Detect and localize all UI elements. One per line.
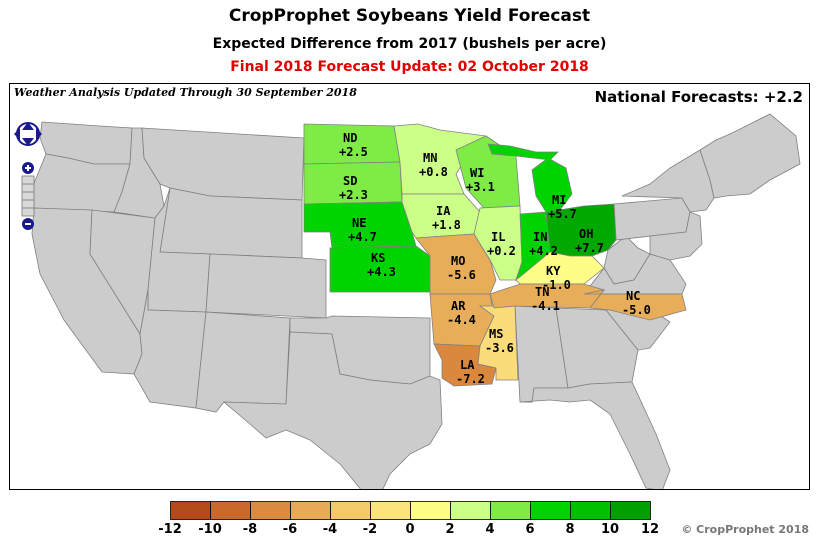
state-mi [531, 157, 573, 213]
state-value-ar: -4.4 [447, 313, 476, 327]
state-label-la: LA [460, 358, 475, 372]
legend-tick-label: 0 [405, 522, 415, 537]
state-mt [141, 127, 305, 201]
state-value-il: +0.2 [487, 244, 516, 258]
state-mid-atlantic [649, 211, 703, 261]
state-value-mn: +0.8 [419, 165, 448, 179]
state-label-nd: ND [343, 131, 357, 145]
map-panel[interactable]: ND +2.5 SD +2.3 NE +4.7 KS +4.3 MN +0.8 IA +1.8 MO -5… [9, 83, 810, 490]
state-value-nc: -5.0 [622, 303, 651, 317]
update-note: Final 2018 Forecast Update: 02 October 2… [230, 59, 589, 75]
state-label-nc: NC [626, 289, 640, 303]
state-ms [477, 305, 519, 381]
state-label-il: IL [491, 230, 505, 244]
state-label-ia: IA [436, 204, 451, 218]
zoom-slider[interactable] [21, 175, 35, 217]
state-mi-up [487, 143, 559, 161]
zoom-in-icon[interactable] [22, 162, 34, 174]
state-label-in: IN [533, 230, 547, 244]
legend-tick-label: -10 [198, 522, 222, 537]
state-label-oh: OH [579, 227, 593, 241]
legend-tick-label: 8 [565, 522, 575, 537]
state-value-oh: +7.7 [575, 241, 604, 255]
us-map[interactable]: ND+2.5SD+2.3NE+4.7KS+4.3MN+0.8IA+1.8MO-5… [10, 84, 810, 490]
legend-tick-label: -8 [242, 522, 258, 537]
page-title: CropProphet Soybeans Yield Forecast [228, 6, 591, 26]
page-subtitle: Expected Difference from 2017 (bushels p… [212, 36, 607, 52]
state-label-ne: NE [352, 216, 366, 230]
legend-tick-label: -12 [158, 522, 182, 537]
map-nav-controls [10, 122, 50, 242]
state-ne-region [699, 113, 801, 199]
state-value-ms: -3.6 [485, 341, 514, 355]
legend-tick-label: -4 [322, 522, 338, 537]
legend-tick-label: 6 [525, 522, 535, 537]
weather-analysis-note: Weather Analysis Updated Through 30 Sept… [14, 86, 357, 99]
state-value-ne: +4.7 [348, 230, 377, 244]
state-value-la: -7.2 [456, 372, 485, 386]
state-nc [583, 289, 687, 321]
legend-swatch [170, 501, 211, 520]
pan-icon[interactable] [14, 122, 42, 146]
state-value-mo: -5.6 [447, 268, 476, 282]
legend-swatch [570, 501, 611, 520]
legend-swatch [330, 501, 371, 520]
legend-tick-label: 2 [445, 522, 455, 537]
state-value-sd: +2.3 [339, 188, 368, 202]
legend-tick-label: 4 [485, 522, 495, 537]
state-value-wi: +3.1 [466, 180, 495, 194]
legend-swatch [290, 501, 331, 520]
legend-tick-label: -6 [282, 522, 298, 537]
national-forecast: National Forecasts: +2.2 [594, 88, 803, 106]
zoom-out-icon[interactable] [22, 218, 34, 230]
state-label-ms: MS [489, 327, 503, 341]
legend-swatch [250, 501, 291, 520]
legend-swatch [530, 501, 571, 520]
legend-tick-label: 12 [640, 522, 660, 537]
state-label-mo: MO [451, 254, 465, 268]
state-label-wi: WI [470, 166, 484, 180]
legend-tick-label: -2 [362, 522, 378, 537]
legend-colorbar [170, 501, 651, 520]
legend-swatch [610, 501, 651, 520]
copyright: © CropProphet 2018 [681, 523, 809, 536]
state-tx [222, 331, 443, 489]
state-label-sd: SD [343, 174, 357, 188]
state-label-ks: KS [371, 251, 385, 265]
legend-tick-label: 10 [600, 522, 620, 537]
state-nm [195, 311, 291, 413]
legend-swatch [410, 501, 451, 520]
state-value-nd: +2.5 [339, 145, 368, 159]
state-label-ar: AR [451, 299, 466, 313]
state-label-mi: MI [552, 193, 566, 207]
state-value-in: +4.2 [529, 244, 558, 258]
state-value-ks: +4.3 [367, 265, 396, 279]
state-label-ky: KY [546, 264, 561, 278]
legend-swatch [370, 501, 411, 520]
state-label-mn: MN [423, 151, 437, 165]
state-value-mi: +5.7 [548, 207, 577, 221]
legend-swatch [210, 501, 251, 520]
state-value-tn: -4.1 [531, 299, 560, 313]
state-co [205, 253, 327, 319]
state-value-ia: +1.8 [432, 218, 461, 232]
state-fl [519, 381, 671, 489]
state-value-ky: -1.0 [542, 278, 571, 292]
state-label-tn: TN [535, 285, 549, 299]
legend-swatch [450, 501, 491, 520]
legend-swatch [490, 501, 531, 520]
